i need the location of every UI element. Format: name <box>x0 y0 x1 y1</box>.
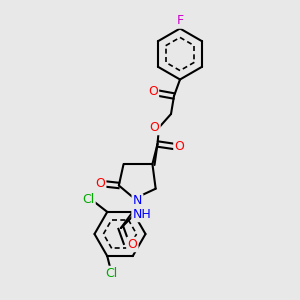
Text: O: O <box>175 140 184 153</box>
Text: O: O <box>95 177 105 190</box>
Text: Cl: Cl <box>106 267 118 280</box>
Text: Cl: Cl <box>82 193 94 206</box>
Text: O: O <box>128 238 137 251</box>
Text: NH: NH <box>133 208 151 221</box>
Text: N: N <box>133 194 142 208</box>
Text: O: O <box>148 85 158 98</box>
Text: O: O <box>150 121 159 134</box>
Text: F: F <box>176 14 184 28</box>
